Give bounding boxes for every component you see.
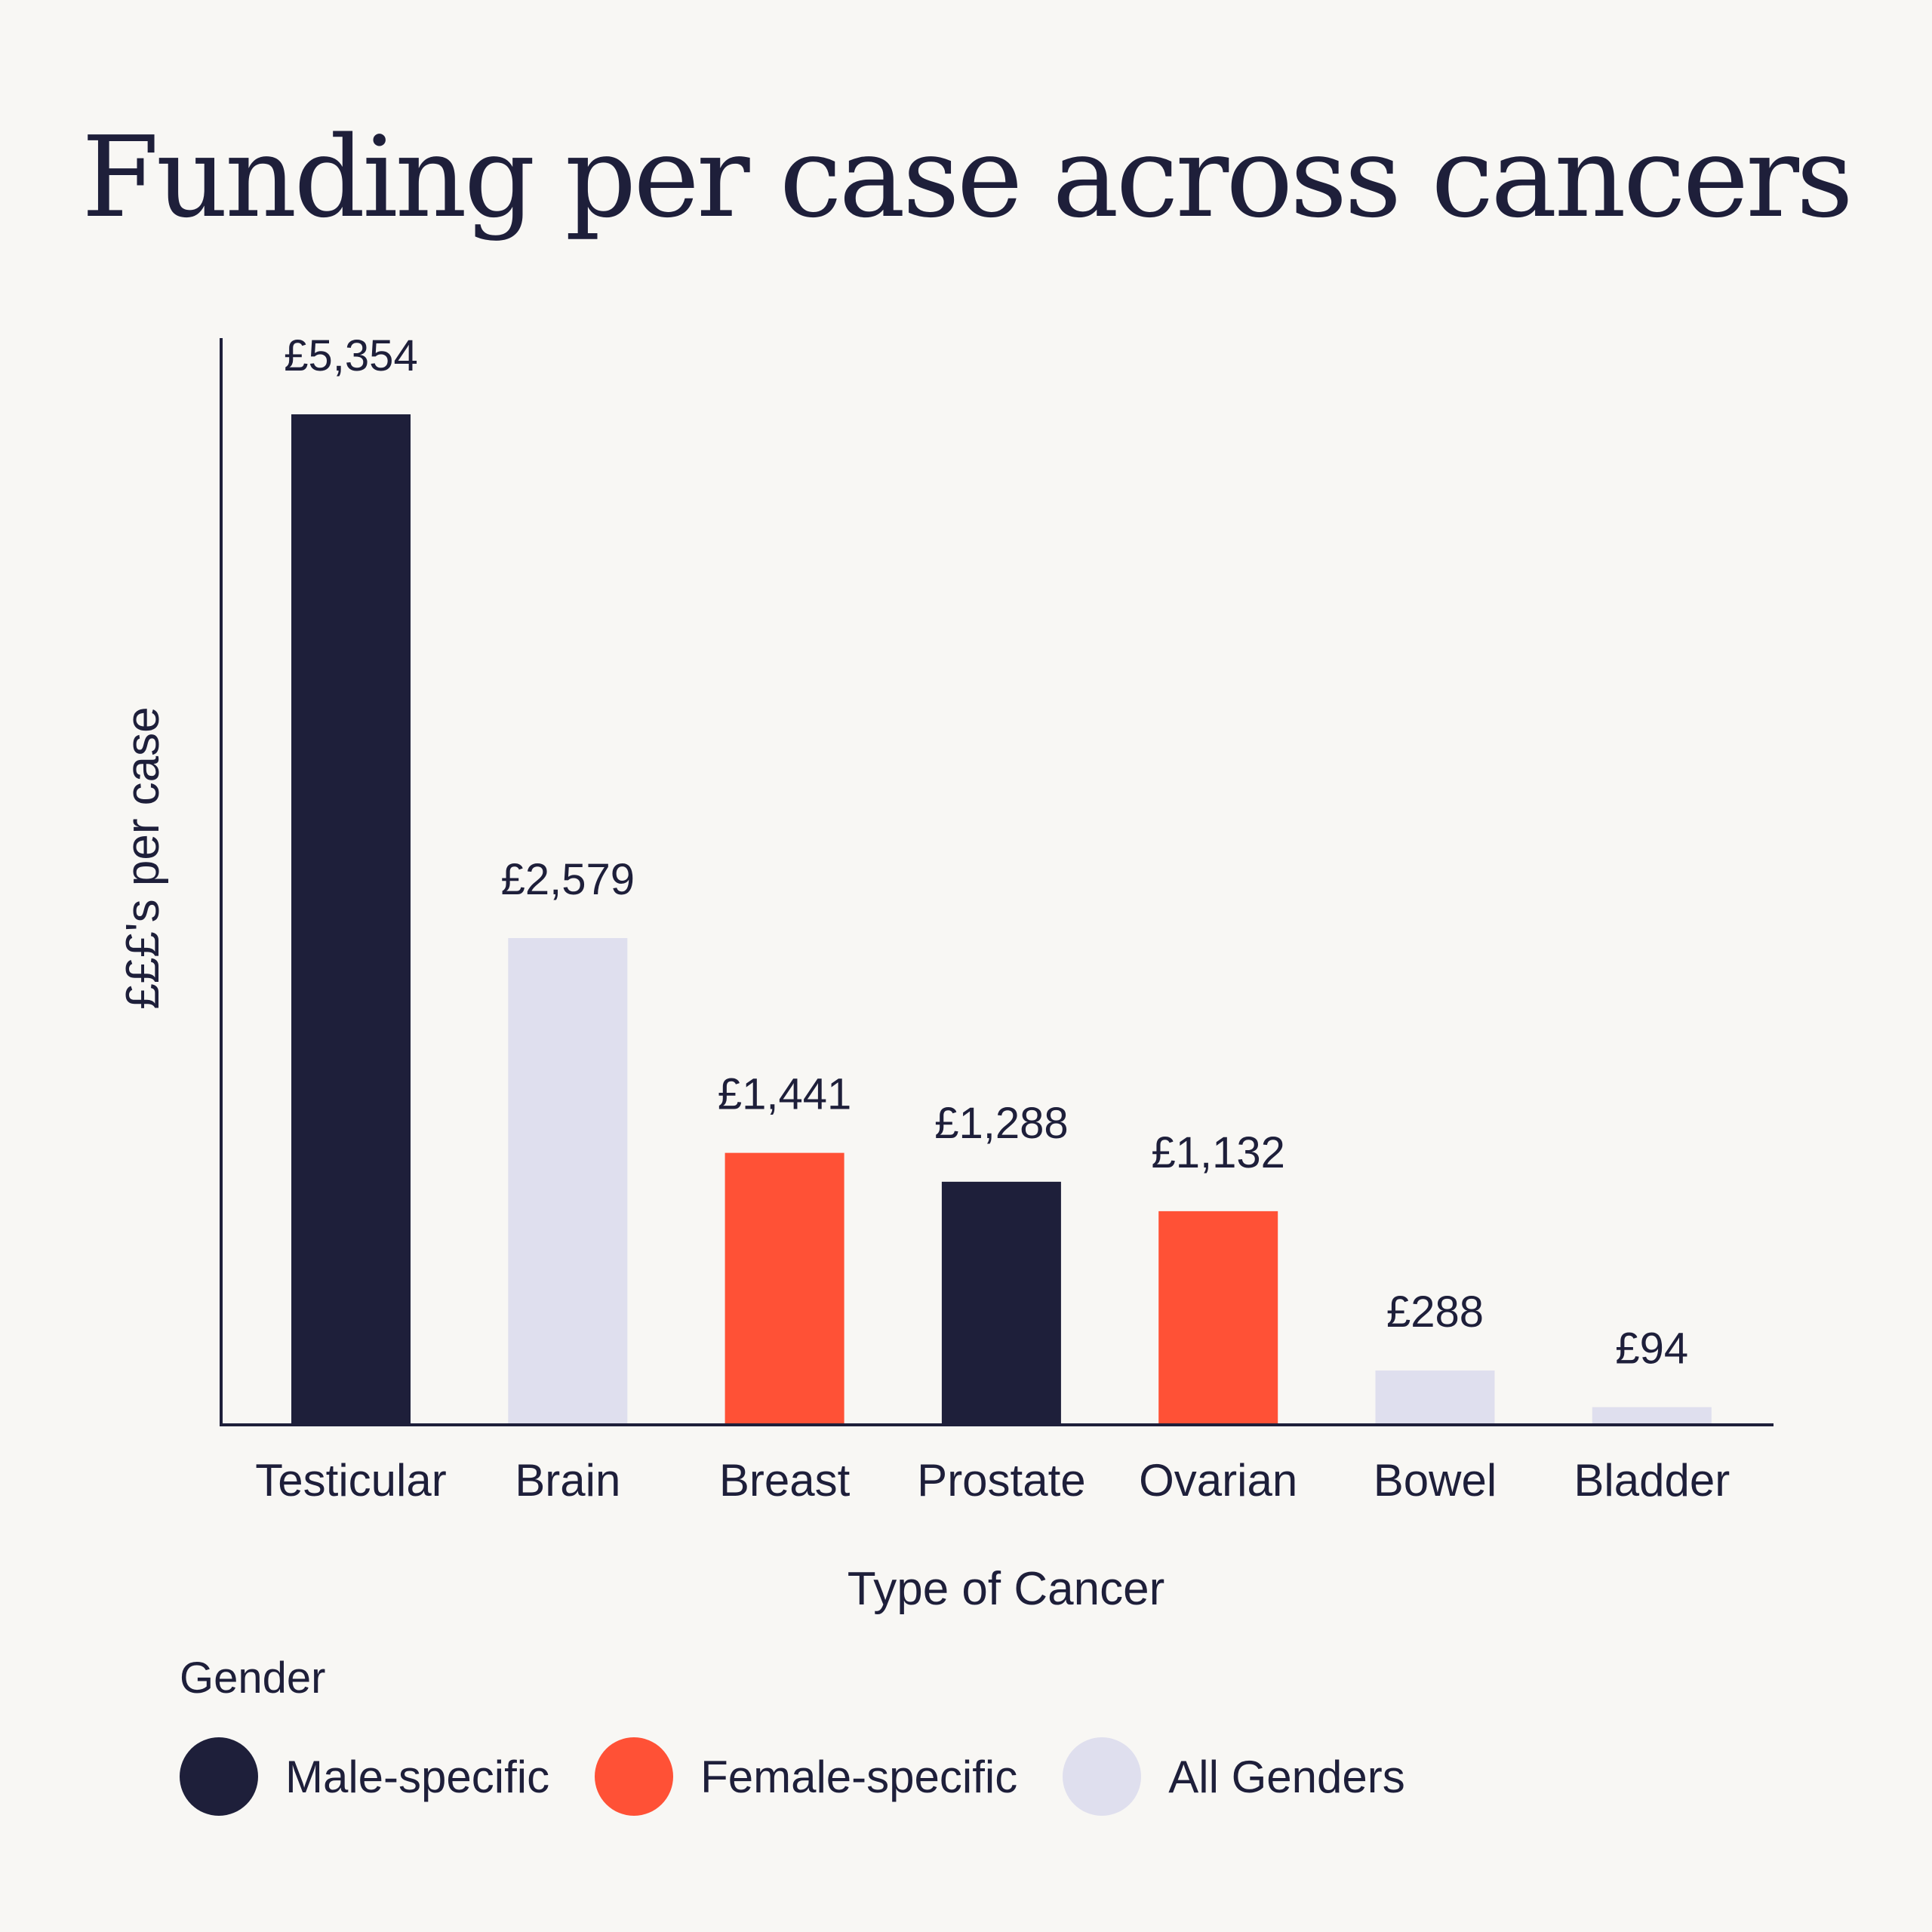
bar-testicular [291, 414, 411, 1425]
x-tick-label: Prostate [917, 1455, 1085, 1506]
legend-label-male: Male-specific [285, 1751, 550, 1802]
legend-label-all: All Genders [1168, 1751, 1405, 1802]
x-tick-label: Brain [515, 1455, 620, 1506]
bar-bowel [1375, 1370, 1495, 1425]
x-tick-label: Bladder [1574, 1455, 1730, 1506]
bar-brain [508, 938, 628, 1425]
data-label: £1,288 [934, 1099, 1068, 1148]
bar-bladder [1592, 1407, 1712, 1425]
legend-item-female: Female-specific [595, 1737, 1017, 1816]
legend-swatch-all [1063, 1737, 1142, 1816]
data-label: £288 [1386, 1287, 1484, 1337]
legend-title: Gender [180, 1654, 326, 1703]
bar-prostate [941, 1181, 1061, 1425]
data-label: £2,579 [501, 855, 635, 904]
data-label: £1,441 [718, 1070, 851, 1119]
legend: Male-specific Female-specific All Gender… [180, 1737, 1451, 1816]
data-label: £5,354 [284, 331, 417, 380]
bar-ovarian [1158, 1211, 1278, 1425]
y-axis-label: £££'s per case [117, 706, 169, 1009]
data-label: £94 [1615, 1324, 1688, 1373]
x-tick-label: Bowel [1374, 1455, 1497, 1506]
bar-breast [724, 1152, 844, 1425]
chart-title: Funding per case across cancers [82, 112, 1854, 242]
legend-swatch-female [595, 1737, 674, 1816]
x-tick-label: Ovarian [1139, 1455, 1297, 1506]
x-tick-label: Testicular [255, 1455, 446, 1506]
legend-label-female: Female-specific [700, 1751, 1018, 1802]
data-label: £1,132 [1151, 1128, 1284, 1177]
x-tick-label: Breast [719, 1455, 851, 1506]
legend-swatch-male [180, 1737, 258, 1816]
legend-item-male: Male-specific [180, 1737, 549, 1816]
legend-item-all: All Genders [1063, 1737, 1405, 1816]
x-axis-label: Type of Cancer [848, 1563, 1164, 1615]
